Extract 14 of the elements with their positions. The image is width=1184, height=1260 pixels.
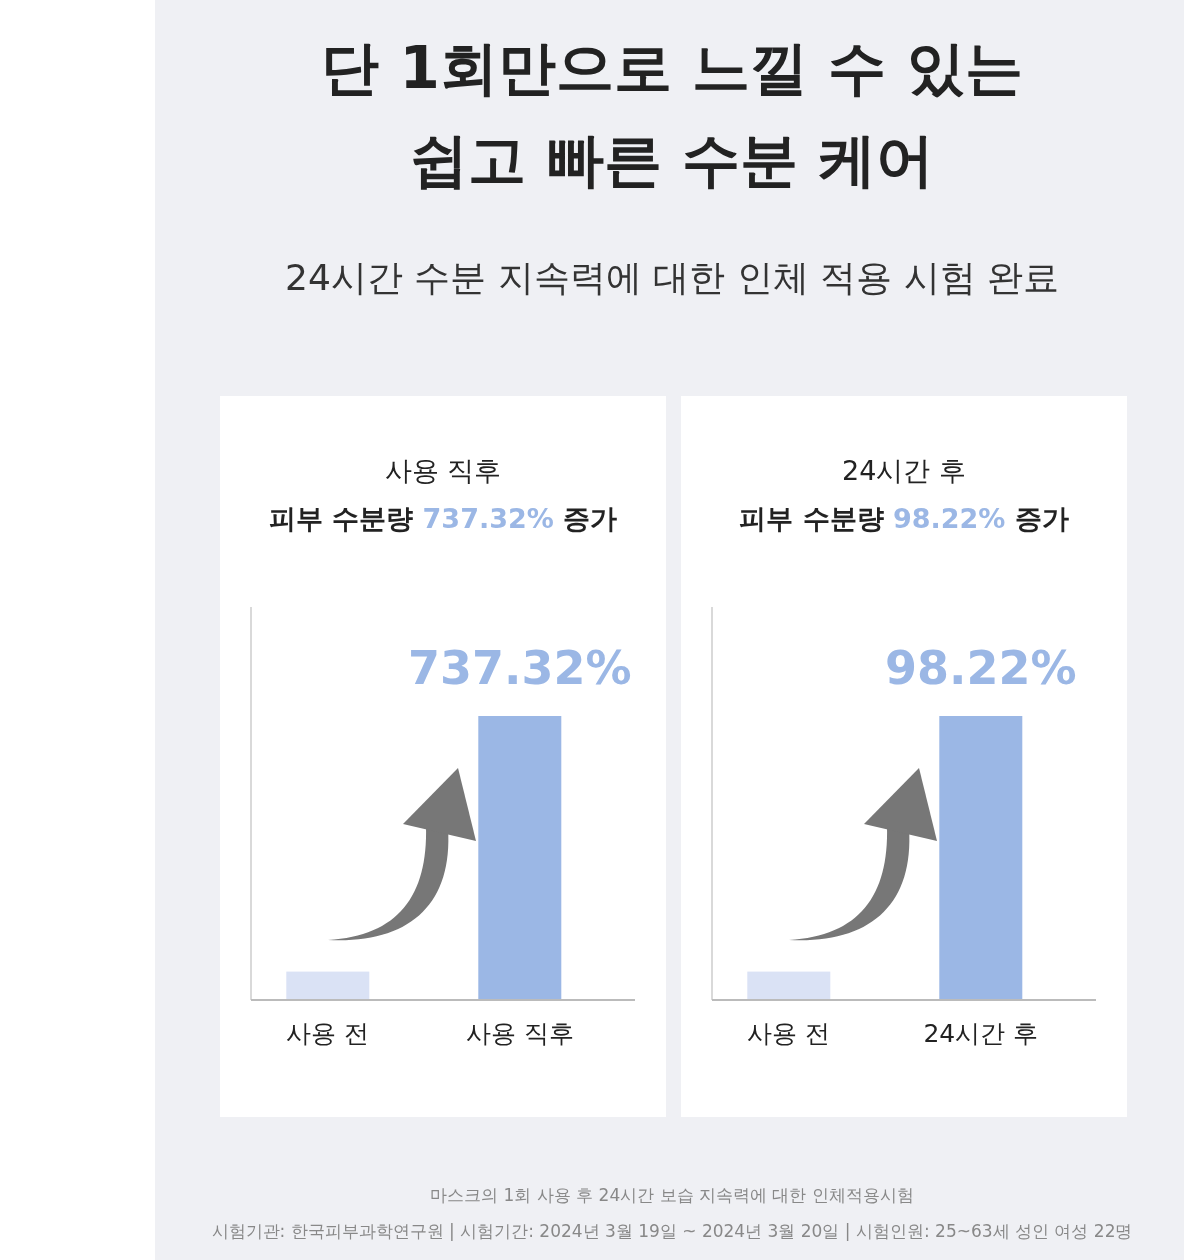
- x-tick-label: 사용 전: [747, 1019, 831, 1048]
- chart-title: 사용 직후: [384, 455, 502, 486]
- annotation: 98.22%: [885, 641, 1077, 695]
- text: 단 1회만으로 느낄 수 있는 쉽고 빠른 수분 케어: [321, 34, 1023, 194]
- x-tick-label: 사용 전: [286, 1019, 370, 1048]
- text: 마스크의 1회 사용 후 24시간 보습 지속력에 대한 인체적용시험: [430, 1185, 914, 1205]
- x-tick-label: 사용 직후: [465, 1019, 574, 1048]
- annotation: 737.32%: [408, 641, 632, 695]
- text: 시험기관: 한국피부과학연구원 | 시험기간: 2024년 3월 19일 ~ 2024년 3월 20일 | 시험인원: 25~63세 성인 여성 22명: [211, 1221, 1133, 1241]
- x-tick-label: 24시간 후: [923, 1019, 1039, 1048]
- chart-title: 24시간 후: [842, 455, 966, 486]
- chart-subtitle: 피부 수분량 737.32% 증가: [268, 503, 618, 534]
- chart-subtitle: 피부 수분량 98.22% 증가: [739, 503, 1069, 534]
- text: 24시간 수분 지속력에 대한 인체 적용 시험 완료: [285, 257, 1059, 298]
